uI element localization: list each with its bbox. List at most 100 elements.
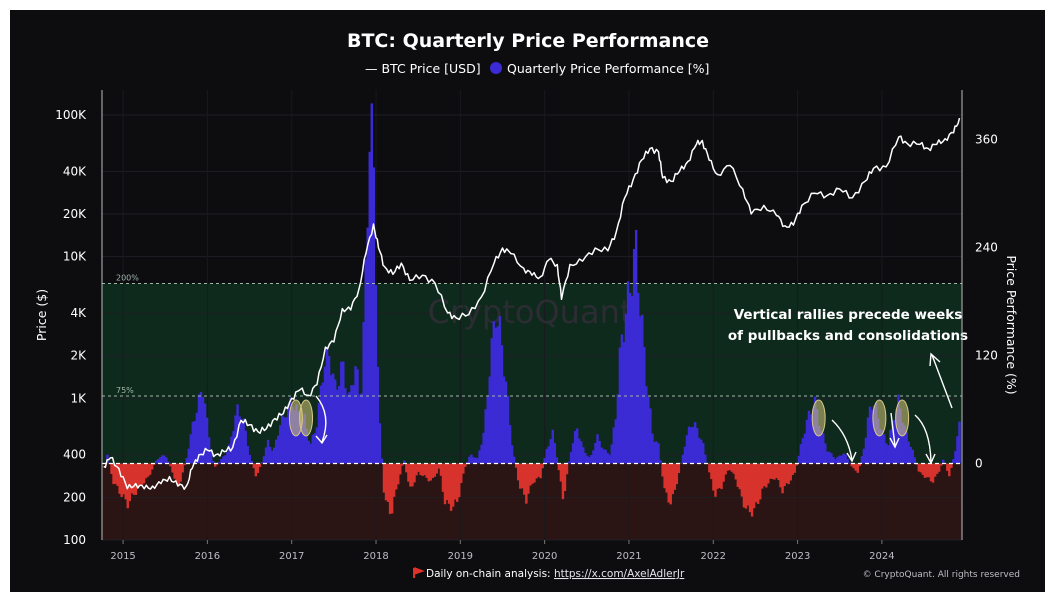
bar-negative <box>537 463 540 477</box>
bar-positive <box>569 452 573 464</box>
arrowhead-2017 <box>315 434 328 445</box>
bar-positive <box>883 434 886 464</box>
bar-positive <box>364 259 367 464</box>
bar-positive <box>549 439 552 464</box>
bar-negative <box>427 463 430 482</box>
bar-negative <box>734 463 738 480</box>
bar-positive <box>502 376 506 464</box>
y-right-tick-1: 120 <box>975 349 998 363</box>
flag-icon <box>413 567 425 578</box>
rally-highlight-4 <box>895 399 910 437</box>
bar-negative <box>130 463 134 494</box>
bar-positive <box>301 417 304 464</box>
bar-positive <box>272 447 276 464</box>
bar-positive <box>632 248 636 464</box>
x-tick-6: 2021 <box>616 551 641 562</box>
bar-negative <box>433 463 437 477</box>
bar-positive <box>809 414 813 464</box>
bar-negative <box>517 463 520 481</box>
bar-positive <box>486 396 489 464</box>
bar-negative <box>675 463 679 485</box>
bar-negative <box>736 463 740 487</box>
bar-positive <box>466 462 469 464</box>
bar-negative <box>413 463 416 483</box>
bar-positive <box>636 292 640 464</box>
arrow-2023a <box>831 419 853 461</box>
bar-positive <box>594 442 597 464</box>
bar-positive <box>281 415 284 464</box>
arrowhead-note <box>929 352 941 367</box>
bar-positive <box>691 427 695 464</box>
bar-positive <box>797 455 801 464</box>
bar-negative <box>138 463 142 484</box>
bar-positive <box>612 427 615 464</box>
bar-positive <box>543 458 546 464</box>
bar-negative <box>142 463 146 484</box>
bar-negative <box>382 463 386 493</box>
bar-negative <box>856 463 860 473</box>
bar-negative <box>927 463 931 478</box>
bar-positive <box>620 334 624 464</box>
bar-negative <box>933 463 937 477</box>
bar-positive <box>340 361 343 464</box>
bar-negative <box>746 463 750 506</box>
bar-positive <box>506 395 510 464</box>
bar-positive <box>380 458 384 464</box>
bar-positive <box>185 458 188 464</box>
bar-negative <box>447 463 451 504</box>
bar-positive <box>472 457 475 464</box>
y-left-tick-5: 4K <box>70 306 87 320</box>
bar-positive <box>329 375 333 464</box>
bar-positive <box>683 446 687 464</box>
footer-source: Daily on-chain analysis: https://x.com/A… <box>426 568 685 580</box>
bar-negative <box>775 463 778 479</box>
footer-source-link[interactable]: https://x.com/AxelAdlerJr <box>554 568 685 580</box>
bar-positive <box>191 421 195 464</box>
bar-negative <box>795 463 799 466</box>
bar-negative <box>531 463 534 484</box>
bar-negative <box>118 463 121 494</box>
bar-negative <box>429 463 432 481</box>
bar-positive <box>641 314 644 464</box>
bar-positive <box>476 457 479 464</box>
bar-negative <box>419 463 422 476</box>
bar-positive <box>508 425 512 464</box>
bar-negative <box>663 463 666 489</box>
bar-positive <box>512 456 516 464</box>
bar-negative <box>661 463 664 477</box>
bar-positive <box>846 458 849 464</box>
bar-negative <box>742 463 746 508</box>
bar-negative <box>726 463 729 471</box>
bar-positive <box>366 227 369 464</box>
y-left-tick-1: 200 <box>63 490 86 504</box>
bar-positive <box>262 456 266 464</box>
bar-negative <box>213 463 217 467</box>
bar-negative <box>756 463 760 504</box>
rally-highlight-1 <box>299 399 314 437</box>
bar-positive <box>159 457 162 464</box>
x-tick-5: 2020 <box>532 551 557 562</box>
bar-positive <box>606 453 609 464</box>
bar-negative <box>256 463 260 473</box>
bar-negative <box>514 463 518 468</box>
threshold-lines: 200% 75% <box>102 274 962 465</box>
bar-negative <box>533 463 536 483</box>
bar-negative <box>388 463 392 514</box>
bar-positive <box>575 428 579 464</box>
y-right-axis-label: Price Performance (%) <box>1004 255 1019 394</box>
bar-positive <box>220 459 223 464</box>
bar-negative <box>449 463 453 511</box>
bar-positive <box>866 417 870 464</box>
bar-positive <box>657 443 660 464</box>
bar-negative <box>386 463 390 502</box>
bar-negative <box>781 463 784 494</box>
bar-positive <box>211 460 215 464</box>
bar-positive <box>279 425 282 464</box>
arrow-note <box>931 354 953 409</box>
bar-negative <box>148 463 152 475</box>
bar-positive <box>592 450 595 464</box>
bar-positive <box>655 441 658 464</box>
bar-negative <box>563 463 567 492</box>
bar-negative <box>171 463 174 473</box>
bar-positive <box>803 433 807 464</box>
